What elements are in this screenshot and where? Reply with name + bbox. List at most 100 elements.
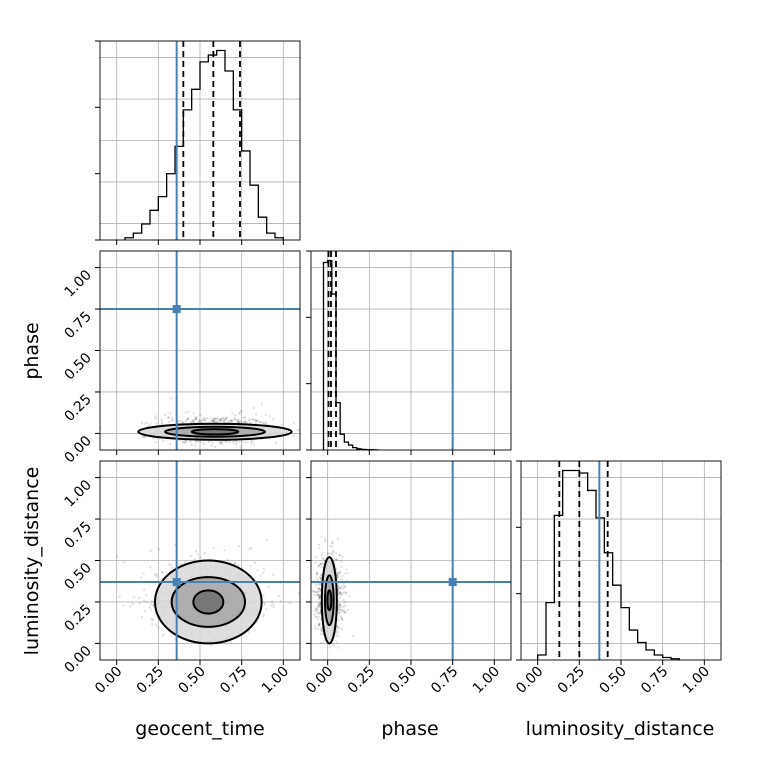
scatter-point bbox=[142, 435, 145, 438]
scatter-point bbox=[313, 624, 317, 628]
scatter-point bbox=[243, 419, 247, 422]
contour-line bbox=[192, 589, 225, 615]
scatter-point bbox=[155, 575, 159, 578]
scatter-point bbox=[154, 441, 158, 444]
scatter-point bbox=[183, 561, 186, 564]
scatter-point bbox=[167, 416, 171, 419]
scatter-point bbox=[337, 575, 340, 579]
scatter-point bbox=[277, 594, 281, 598]
scatter-point bbox=[259, 420, 263, 424]
scatter-point bbox=[337, 587, 341, 590]
scatter-point bbox=[315, 577, 319, 580]
scatter-point bbox=[240, 409, 243, 413]
scatter-point bbox=[321, 630, 324, 633]
scatter-point bbox=[314, 561, 317, 564]
scatter-point bbox=[244, 441, 247, 444]
scatter-point bbox=[331, 545, 334, 549]
scatter-point bbox=[143, 609, 147, 613]
scatter-point bbox=[316, 604, 320, 608]
scatter-point bbox=[206, 417, 209, 420]
y-tick-label: 0.75 bbox=[61, 519, 94, 552]
scatter-point bbox=[338, 611, 341, 615]
scatter-point bbox=[189, 440, 192, 444]
scatter-point bbox=[314, 615, 317, 618]
scatter-point bbox=[319, 577, 322, 580]
scatter-point bbox=[216, 417, 219, 421]
scatter-point bbox=[212, 419, 215, 423]
axes-frame bbox=[99, 460, 301, 661]
scatter-point bbox=[238, 420, 241, 424]
scatter-point bbox=[177, 421, 180, 424]
scatter-point bbox=[116, 555, 119, 558]
scatter-panel-geocent-time-vs-luminosity-distance: 0.00 0.25 0.50 0.75 1.000.000.250.500.751.00 bbox=[61, 460, 301, 697]
scatter-point bbox=[150, 617, 153, 621]
scatter-point bbox=[320, 563, 323, 566]
scatter-point bbox=[210, 419, 213, 423]
scatter-point bbox=[313, 590, 317, 594]
scatter-point bbox=[233, 417, 236, 421]
y-tick-label: 1.00 bbox=[61, 267, 94, 300]
scatter-point bbox=[131, 602, 134, 606]
scatter-point bbox=[181, 421, 185, 424]
scatter-point bbox=[186, 418, 190, 421]
scatter-point bbox=[259, 421, 262, 424]
scatter-point bbox=[151, 618, 154, 621]
x-tick-label: 0.75 bbox=[428, 664, 461, 697]
scatter-point bbox=[241, 440, 244, 444]
scatter-point bbox=[274, 441, 278, 445]
y-tick-label: 0.00 bbox=[61, 433, 94, 466]
scatter-point bbox=[251, 417, 255, 421]
scatter-point bbox=[337, 608, 340, 611]
scatter-point bbox=[345, 591, 348, 594]
y-tick-label: 0.25 bbox=[61, 391, 94, 424]
scatter-point bbox=[338, 554, 341, 557]
scatter-point bbox=[335, 634, 338, 637]
scatter-point bbox=[317, 564, 321, 567]
scatter-point bbox=[320, 565, 323, 569]
scatter-point bbox=[265, 538, 269, 542]
scatter-point bbox=[334, 558, 337, 561]
scatter-point bbox=[210, 417, 213, 420]
scatter-point bbox=[315, 608, 318, 611]
corner-panels: 0.00 0.25 0.50 0.75 1.000.000.250.500.751.00… bbox=[61, 40, 722, 697]
scatter-point bbox=[236, 420, 239, 424]
scatter-point bbox=[260, 403, 264, 406]
scatter-point bbox=[204, 417, 208, 420]
scatter-point bbox=[337, 608, 340, 611]
scatter-point bbox=[230, 420, 233, 423]
scatter-point bbox=[319, 577, 323, 580]
scatter-point bbox=[339, 591, 342, 594]
scatter-point bbox=[317, 590, 320, 593]
scatter-point bbox=[248, 547, 251, 551]
x-tick-label: 0.25 bbox=[555, 664, 588, 697]
scatter-point bbox=[321, 562, 325, 565]
scatter-point bbox=[153, 573, 157, 576]
scatter-point bbox=[311, 589, 314, 593]
scatter-point bbox=[323, 537, 327, 541]
scatter-point bbox=[264, 413, 268, 417]
scatter-point bbox=[160, 418, 163, 421]
scatter-point bbox=[238, 440, 242, 444]
scatter-point bbox=[251, 418, 254, 421]
scatter-point bbox=[169, 412, 172, 415]
scatter-point bbox=[326, 552, 329, 555]
scatter-point bbox=[320, 554, 323, 557]
scatter-point bbox=[187, 410, 190, 413]
scatter-point bbox=[330, 541, 334, 544]
scatter-point bbox=[335, 571, 339, 574]
scatter-point bbox=[316, 618, 319, 621]
scatter-point bbox=[341, 555, 344, 559]
scatter-point bbox=[236, 418, 239, 422]
x-label-geocent-time: geocent_time bbox=[135, 718, 264, 740]
scatter-point bbox=[211, 441, 214, 445]
scatter-point bbox=[149, 566, 152, 569]
scatter-point bbox=[340, 627, 343, 631]
hist-panel-luminosity-distance: 0.00 0.25 0.50 0.75 1.00 bbox=[513, 460, 722, 697]
scatter-point bbox=[149, 549, 152, 552]
scatter-point bbox=[161, 571, 165, 574]
scatter-point bbox=[239, 446, 243, 449]
axes-frame bbox=[99, 250, 301, 451]
scatter-point bbox=[318, 587, 321, 590]
scatter-point bbox=[239, 411, 242, 414]
hist-panel-phase bbox=[306, 250, 512, 455]
